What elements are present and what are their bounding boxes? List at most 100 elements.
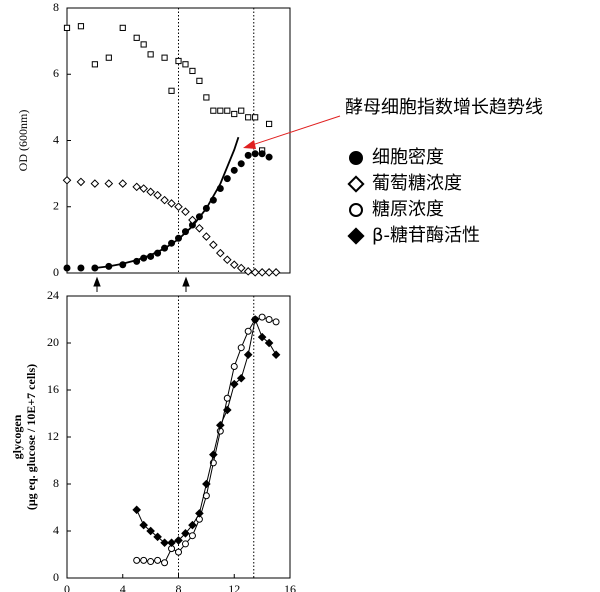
point <box>188 532 196 540</box>
x-tick-label: 12 <box>228 582 240 592</box>
point <box>252 114 259 121</box>
point <box>264 338 274 348</box>
series-line <box>136 317 277 544</box>
point <box>181 540 189 548</box>
y-axis-label: (μg eq. glucose / 10E+7 cells) <box>24 364 38 510</box>
point <box>244 327 252 335</box>
point <box>216 248 225 258</box>
point <box>202 479 211 489</box>
point <box>146 187 155 197</box>
y-tick-label: 0 <box>53 265 59 279</box>
annotation-arrow <box>251 115 341 146</box>
y-tick-label: 16 <box>47 382 59 396</box>
point <box>175 548 182 556</box>
point <box>223 175 231 183</box>
marker-arrow <box>93 276 101 292</box>
y-axis-label: glycogen <box>10 414 24 459</box>
legend-marker <box>347 227 365 245</box>
point <box>196 77 203 84</box>
point <box>118 179 128 188</box>
point <box>271 350 281 360</box>
point <box>236 373 246 383</box>
point <box>132 505 141 515</box>
y-tick-label: 2 <box>53 199 59 213</box>
point <box>258 150 266 158</box>
point <box>265 316 273 323</box>
point <box>139 184 148 193</box>
point <box>160 195 169 205</box>
point <box>229 260 239 270</box>
point <box>265 153 273 161</box>
point <box>76 177 86 187</box>
point <box>257 332 267 342</box>
point <box>174 202 183 212</box>
point <box>167 538 176 548</box>
point <box>63 24 71 31</box>
point <box>90 179 100 188</box>
legend-marker <box>347 175 365 193</box>
series-line <box>94 136 240 269</box>
point <box>189 67 196 75</box>
point <box>63 264 71 272</box>
point <box>209 450 218 459</box>
point <box>216 420 225 430</box>
legend-label: 葡萄糖浓度 <box>372 173 462 194</box>
point <box>250 315 260 324</box>
point <box>210 107 217 114</box>
point <box>160 538 169 548</box>
point <box>222 405 232 415</box>
y-tick-label: 24 <box>47 288 59 302</box>
point <box>153 190 162 200</box>
x-tick-label: 16 <box>284 582 296 592</box>
point <box>230 166 238 174</box>
point <box>272 318 280 326</box>
y-tick-label: 0 <box>53 570 59 584</box>
point <box>238 107 245 114</box>
point <box>237 160 245 168</box>
y-tick-label: 8 <box>53 476 59 490</box>
point <box>203 94 210 101</box>
point <box>181 207 190 217</box>
point <box>174 536 183 545</box>
point <box>175 57 182 65</box>
point <box>236 263 246 273</box>
point <box>140 41 147 48</box>
x-tick-label: 4 <box>120 582 126 592</box>
point <box>243 350 253 360</box>
point <box>91 61 98 68</box>
point <box>245 114 252 121</box>
point <box>251 150 259 158</box>
point <box>202 232 211 241</box>
x-tick-label: 0 <box>64 582 70 592</box>
point <box>153 532 162 542</box>
point <box>195 223 204 233</box>
point <box>237 344 245 352</box>
annotation: 酵母细胞指数增长趋势线 <box>345 97 543 118</box>
point <box>132 182 141 192</box>
legend-marker <box>349 151 363 165</box>
point <box>195 509 204 518</box>
point <box>217 107 224 114</box>
point <box>181 529 190 538</box>
legend-label: β-糖苷酶活性 <box>372 225 480 246</box>
point <box>146 526 155 536</box>
point <box>161 559 169 567</box>
y-tick-label: 12 <box>47 429 59 443</box>
marker-arrow <box>182 276 190 292</box>
point <box>147 558 155 566</box>
point <box>182 61 189 68</box>
point <box>224 107 231 114</box>
arrow-head <box>243 140 256 149</box>
point <box>271 268 281 277</box>
point <box>139 520 148 530</box>
point <box>257 268 267 277</box>
x-tick-label: 8 <box>176 582 182 592</box>
point <box>133 34 140 41</box>
y-tick-label: 4 <box>53 132 59 146</box>
legend-label: 细胞密度 <box>372 147 444 168</box>
point <box>188 215 197 225</box>
point <box>77 264 85 272</box>
point <box>154 556 162 564</box>
series-line <box>136 316 277 564</box>
